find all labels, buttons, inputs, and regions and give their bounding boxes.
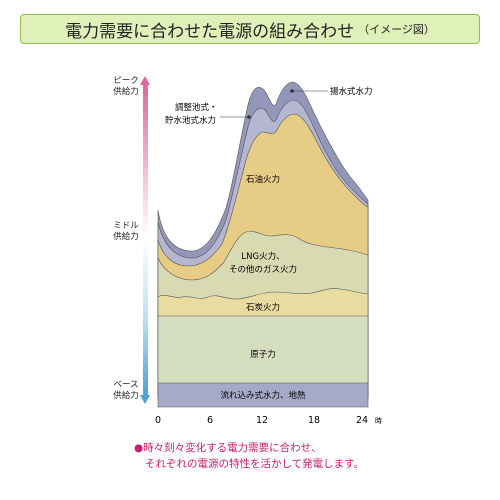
base-supply-label: ベース 供給力 (104, 380, 148, 402)
x-tick-0: 0 (155, 415, 161, 426)
footnote-line2: それぞれの電源の特性を活かして発電します。 (145, 458, 365, 470)
label-nuclear: 原子力 (250, 349, 276, 360)
bullet-icon: ● (134, 442, 144, 454)
page-subtitle: （イメージ図） (358, 23, 435, 36)
middle-label-line2: 供給力 (113, 232, 139, 242)
label-oil-thermal: 石油火力 (246, 174, 280, 185)
label-run-of-river-geothermal: 流れ込み式水力、地熱 (220, 390, 306, 401)
label-coal-thermal: 石炭火力 (246, 302, 280, 313)
base-label-line1: ベース (113, 380, 139, 390)
x-tick-18: 18 (308, 415, 320, 426)
arrow-up-icon (140, 76, 150, 85)
middle-label-line1: ミドル (113, 221, 139, 231)
label-lng-line1: LNG火力、 (241, 251, 284, 262)
x-tick-12: 12 (256, 415, 268, 426)
annotation-reservoir-dot (247, 115, 251, 119)
x-tick-6: 6 (207, 415, 213, 426)
annotation-reservoir-line2: 貯水池式水力 (165, 115, 216, 126)
layer-run-of-river-geothermal (157, 382, 369, 408)
peak-label-line1: ピーク (113, 76, 139, 86)
footnote: ●時々刻々変化する電力需要に合わせ、 それぞれの電源の特性を活かして発電します。 (134, 440, 364, 472)
arrow-down-icon (140, 395, 150, 404)
annotation-reservoir-line1: 調整池式・ (175, 102, 218, 113)
middle-supply-label: ミドル 供給力 (104, 221, 148, 243)
x-tick-24: 24 (356, 415, 368, 426)
page-title: 電力需要に合わせた電源の組み合わせ (65, 21, 355, 42)
annotation-pumped-dot (290, 89, 294, 93)
peak-label-line2: 供給力 (113, 87, 139, 97)
base-label-line2: 供給力 (113, 391, 139, 401)
label-lng-line2: その他のガス火力 (229, 264, 297, 275)
footnote-line1: 時々刻々変化する電力需要に合わせ、 (143, 442, 322, 454)
x-unit-label: 時 (375, 417, 382, 425)
annotation-pumped-hydro: 揚水式水力 (330, 86, 373, 97)
title-banner: 電力需要に合わせた電源の組み合わせ （イメージ図） (20, 14, 480, 44)
peak-supply-label: ピーク 供給力 (104, 76, 148, 98)
supply-level-gradient-arrow (140, 76, 150, 404)
